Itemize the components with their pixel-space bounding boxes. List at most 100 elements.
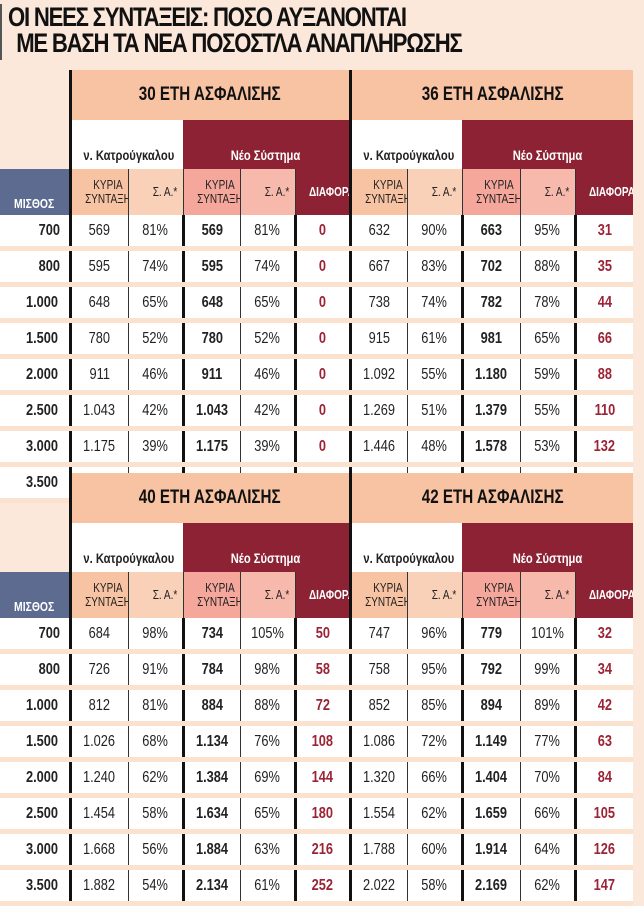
old-rate-cell-text: 95% — [421, 660, 447, 678]
old-pension-cell: 1.043 — [68, 392, 128, 431]
kyria-header: ΚΥΡΙΑ ΣΥΝΤΑΞΗ — [461, 572, 521, 618]
new-pension-cell: 1.134 — [181, 723, 240, 762]
old-rate-cell-text: 54% — [142, 876, 168, 894]
new-system-label-text: Νέο Σύστημα — [230, 550, 301, 566]
new-pension-cell: 884 — [181, 687, 240, 726]
new-rate-cell: 69% — [239, 759, 295, 798]
old-rate-cell: 62% — [127, 759, 183, 798]
table-row: 1.000 812 81% 884 88% 72 852 85% 894 89% 42 — [0, 687, 634, 726]
new-rate-cell: 89% — [519, 687, 576, 726]
difference-cell-text: 180 — [311, 804, 334, 822]
kyria-header: ΚΥΡΙΑ ΣΥΝΤΑΞΗ — [461, 169, 521, 215]
old-pension-cell-text: 648 — [88, 293, 111, 311]
new-pension-cell-text: 1.634 — [195, 804, 229, 822]
new-pension-cell: 894 — [460, 687, 521, 726]
new-system-label: Νέο Σύστημα — [183, 523, 351, 572]
title-line-1: ΟΙ ΝΕΕΣ ΣΥΝΤΑΞΕΙΣ: ΠΟΣΟ ΑΥΞΑΝΟΝΤΑΙ — [8, 2, 407, 32]
system-header-row: ν. Κατρούγκαλου Νέο Σύστημα ν. Κατρούγκαλο… — [0, 523, 634, 572]
new-rate-cell-text: 69% — [254, 768, 280, 786]
new-pension-cell: 1.634 — [181, 795, 240, 834]
kyria-header: ΚΥΡΙΑ ΣΥΝΤΑΞΗ — [68, 169, 128, 215]
new-rate-cell-text: 61% — [254, 876, 280, 894]
old-rate-cell-text: 42% — [142, 401, 168, 419]
old-rate-cell-text: 62% — [142, 768, 168, 786]
salary-cell-text: 2.000 — [26, 768, 59, 786]
old-pension-cell: 1.092 — [348, 356, 408, 395]
difference-cell-text: 0 — [318, 221, 327, 239]
old-pension-cell-text: 1.175 — [83, 437, 116, 455]
difference-cell: 0 — [293, 215, 351, 251]
new-pension-cell: 569 — [181, 215, 240, 251]
difference-cell-text: 108 — [311, 732, 334, 750]
old-pension-cell-text: 1.026 — [83, 732, 116, 750]
old-rate-cell: 58% — [127, 795, 183, 834]
new-rate-cell-text: 42% — [254, 401, 280, 419]
old-rate-cell-text: 83% — [421, 257, 447, 275]
old-pension-cell-text: 852 — [368, 696, 390, 714]
old-rate-cell-text: 74% — [142, 257, 168, 275]
difference-header-text: ΔΙΑΦΟΡΑ — [308, 588, 351, 602]
old-pension-cell: 2.022 — [348, 867, 408, 906]
salary-cell-text: 1.500 — [26, 732, 59, 750]
salary-cell-text: 1.000 — [26, 293, 59, 311]
new-pension-cell-text: 1.149 — [475, 732, 508, 750]
old-rate-cell-text: 91% — [142, 660, 168, 678]
salary-cell: 2.000 — [0, 356, 70, 395]
old-rate-cell: 90% — [406, 215, 463, 251]
table-row: 2.500 1.454 58% 1.634 65% 180 1.554 62% 1.659 66%… — [0, 795, 634, 834]
new-rate-cell-text: 88% — [534, 257, 560, 275]
difference-header: ΔΙΑΦΟΡΑ — [294, 169, 351, 215]
old-rate-cell-text: 81% — [142, 221, 168, 239]
difference-cell: 44 — [573, 284, 634, 323]
old-rate-cell: 68% — [127, 723, 183, 762]
new-pension-cell: 792 — [460, 651, 521, 690]
empty-cell — [0, 473, 70, 523]
new-pension-cell: 734 — [181, 618, 240, 654]
old-pension-cell: 1.269 — [348, 392, 408, 431]
new-rate-cell: 46% — [239, 356, 295, 395]
old-rate-cell-text: 81% — [142, 696, 168, 714]
difference-cell-text: 66 — [597, 329, 612, 347]
kyria-header-text: ΚΥΡΙΑ ΣΥΝΤΑΞΗ — [475, 178, 521, 206]
difference-cell-text: 35 — [597, 257, 612, 275]
title-frame — [0, 4, 644, 60]
old-pension-cell-text: 1.086 — [362, 732, 396, 750]
old-pension-cell: 726 — [68, 651, 128, 690]
sa-header: Σ. Α.* — [127, 572, 183, 618]
old-rate-cell-text: 68% — [142, 732, 168, 750]
kyria-header: ΚΥΡΙΑ ΣΥΝΤΑΞΗ — [182, 169, 240, 215]
new-rate-cell: 81% — [239, 215, 295, 251]
table-row: 1.000 648 65% 648 65% 0 738 74% 782 78% 44 — [0, 284, 634, 323]
old-pension-cell-text: 747 — [368, 624, 390, 642]
new-pension-cell-text: 780 — [201, 329, 223, 347]
new-rate-cell: 78% — [519, 284, 576, 323]
salary-cell: 3.500 — [0, 464, 70, 503]
table-row: 800 595 74% 595 74% 0 667 83% 702 88% 35 — [0, 248, 634, 287]
old-pension-cell-text: 1.554 — [362, 804, 396, 822]
old-system-label-text: ν. Κατρούγκαλου — [362, 550, 454, 566]
old-rate-cell: 74% — [127, 248, 183, 287]
old-pension-cell: 1.554 — [348, 795, 408, 834]
old-rate-cell-text: 98% — [142, 624, 168, 642]
table-row: 1.500 780 52% 780 52% 0 915 61% 981 65% 66 — [0, 320, 634, 359]
difference-cell: 84 — [573, 759, 634, 798]
new-pension-cell: 780 — [181, 320, 240, 359]
old-rate-cell: 65% — [127, 284, 183, 323]
new-system-label-text: Νέο Σύστημα — [512, 147, 583, 163]
old-pension-cell-text: 738 — [368, 293, 390, 311]
difference-cell-text: 42 — [597, 696, 612, 714]
old-rate-cell: 51% — [406, 392, 463, 431]
old-pension-cell: 738 — [348, 284, 408, 323]
difference-cell: 0 — [293, 284, 351, 323]
kyria-header-text: ΚΥΡΙΑ ΣΥΝΤΑΞΗ — [196, 581, 240, 609]
salary-cell: 2.000 — [0, 759, 70, 798]
new-pension-cell: 1.659 — [460, 795, 521, 834]
old-pension-cell: 595 — [68, 248, 128, 287]
old-rate-cell: 85% — [406, 687, 463, 726]
new-rate-cell-text: 98% — [254, 660, 280, 678]
old-pension-cell: 911 — [68, 356, 128, 395]
table-row: 1.500 1.026 68% 1.134 76% 108 1.086 72% 1.149 77%… — [0, 723, 634, 762]
sa-header-text: Σ. Α.* — [264, 588, 289, 602]
old-system-label: ν. Κατρούγκαλου — [348, 120, 463, 169]
old-pension-cell: 569 — [68, 215, 128, 251]
